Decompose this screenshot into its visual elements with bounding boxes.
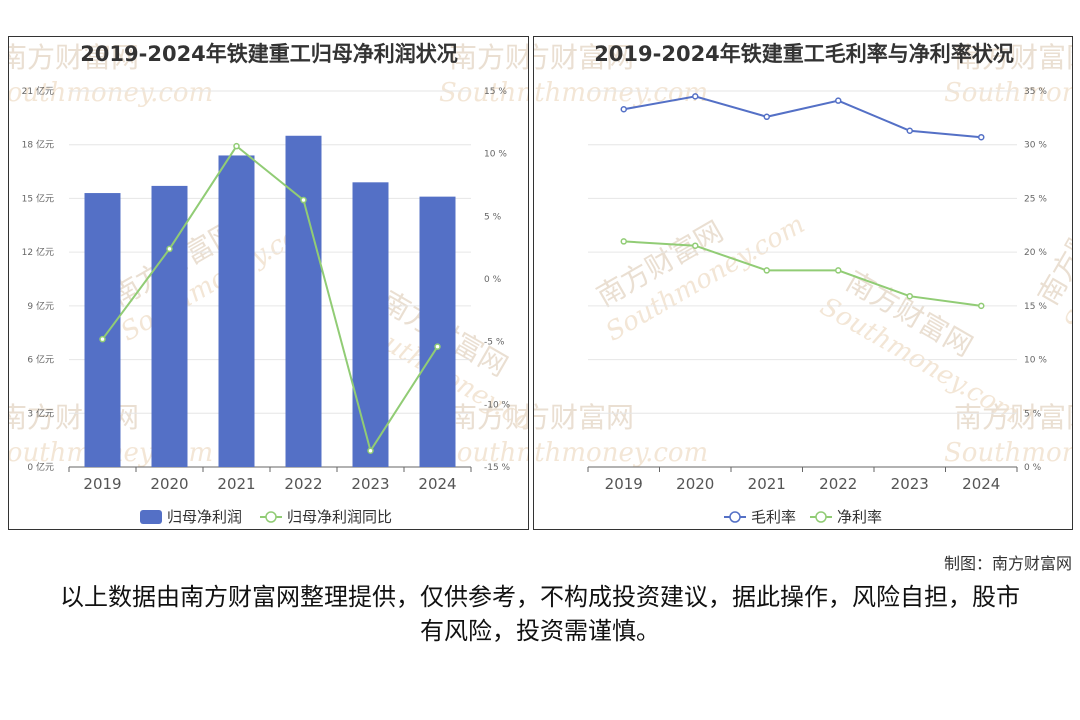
watermark-text: 南方财富网 — [534, 41, 634, 74]
right-axis-tick: 5 % — [1024, 409, 1042, 419]
left-axis-tick: 15 亿元 — [22, 192, 54, 204]
right-chart-panel: 南方财富网 Southmoney.com 南方财富网 Southmoney.com 南方… — [533, 36, 1073, 530]
point-net-margin — [978, 302, 985, 310]
right-axis-tick: 20 % — [1024, 248, 1047, 258]
right-axis-tick: 25 % — [1024, 194, 1047, 204]
right-axis-tick: -5 % — [484, 338, 505, 348]
x-axis-tick: 2021 — [217, 475, 255, 493]
x-axis-tick: 2022 — [819, 475, 857, 493]
chart-title: 2019-2024年铁建重工归母净利润状况 — [80, 42, 458, 66]
left-axis-tick: 12 亿元 — [22, 246, 54, 258]
point-gross-margin — [763, 113, 770, 121]
right-chart-svg: 南方财富网 Southmoney.com 南方财富网 Southmoney.com 南方… — [534, 41, 1073, 526]
watermark-text: Southmoney.com — [439, 78, 529, 108]
right-axis-tick: 15 % — [484, 87, 507, 97]
right-axis-tick: 10 % — [1024, 356, 1047, 366]
bar-net-profit — [352, 182, 389, 468]
right-axis-tick: 0 % — [484, 275, 502, 285]
watermark-text: Southmoney.com — [9, 78, 213, 108]
point-gross-margin — [692, 93, 699, 100]
x-axis-tick: 2020 — [150, 475, 188, 493]
point-gross-margin — [906, 127, 913, 134]
legend-swatch-bar — [140, 510, 162, 524]
point-yoy — [367, 447, 374, 454]
left-axis-tick: 3 亿元 — [27, 407, 54, 419]
right-axis-tick: -15 % — [484, 463, 511, 473]
watermark-text: 南方财富网 — [954, 401, 1073, 434]
point-net-margin — [763, 267, 770, 274]
line-series-net-margin — [623, 240, 982, 307]
right-axis-tick: 5 % — [484, 212, 502, 222]
x-axis-tick: 2024 — [418, 475, 456, 493]
left-chart-svg: 南方财富网 Southmoney.com 南方财富网 Southmoney.com 南方… — [9, 41, 529, 526]
bar-net-profit — [419, 196, 456, 467]
x-axis-tick: 2022 — [284, 475, 322, 493]
bar-net-profit — [218, 155, 255, 467]
x-axis-tick: 2023 — [351, 475, 389, 493]
right-axis-tick: 35 % — [1024, 87, 1047, 97]
x-axis-tick: 2021 — [748, 475, 786, 493]
right-axis-tick: 10 % — [484, 150, 507, 160]
x-axis-tick: 2024 — [962, 475, 1000, 493]
x-axis-tick: 2023 — [891, 475, 929, 493]
point-net-margin — [692, 242, 699, 249]
legend-swatch-marker — [815, 511, 827, 523]
point-yoy — [300, 196, 307, 204]
watermark-text: 南方财富网 — [1031, 173, 1073, 311]
point-yoy — [99, 335, 106, 343]
watermark-text: 南方财富网 — [954, 41, 1073, 74]
chart-title: 2019-2024年铁建重工毛利率与净利率状况 — [594, 42, 1014, 66]
watermark-text: Southmoney.com — [534, 78, 708, 108]
watermark-text: Southmoney.com — [944, 78, 1073, 108]
legend-swatch-marker — [729, 511, 741, 523]
right-axis-tick: 30 % — [1024, 141, 1047, 151]
watermark-text: Southmoney.com — [944, 438, 1073, 468]
line-yoy — [101, 144, 439, 454]
x-axis-tick: 2020 — [676, 475, 714, 493]
point-net-margin — [835, 267, 842, 274]
right-axis-tick: -10 % — [484, 400, 511, 410]
right-axis-tick: 15 % — [1024, 302, 1047, 312]
watermark-text: 南方财富网 — [449, 41, 529, 74]
legend-swatch-marker — [265, 511, 277, 523]
left-axis-tick: 9 亿元 — [27, 300, 54, 312]
watermark-text: 南方财富网 — [9, 41, 139, 74]
left-axis-tick: 0 亿元 — [27, 461, 54, 473]
left-axis-tick: 21 亿元 — [22, 85, 54, 97]
disclaimer-text: 以上数据由南方财富网整理提供，仅供参考，不构成投资建议，据此操作，风险自担，股市… — [60, 583, 1020, 645]
point-net-margin — [620, 238, 627, 245]
watermark-text: Southmoney.com — [534, 438, 708, 468]
point-gross-margin — [620, 106, 627, 113]
point-gross-margin — [978, 133, 985, 141]
point-yoy — [233, 142, 240, 150]
legend-label: 毛利率 — [751, 508, 796, 526]
legend-label: 归母净利润 — [167, 508, 242, 526]
right-axis-tick: 0 % — [1024, 463, 1042, 473]
bar-net-profit — [285, 135, 322, 467]
bar-net-profit — [84, 193, 121, 468]
line-series-gross-margin — [623, 95, 982, 139]
left-chart-panel: 南方财富网 Southmoney.com 南方财富网 Southmoney.com 南方… — [8, 36, 529, 530]
bar-net-profit — [151, 185, 188, 467]
point-yoy — [434, 343, 441, 350]
watermark-text: 南方财富网 — [534, 401, 634, 434]
x-axis-tick: 2019 — [605, 475, 643, 493]
left-axis-tick: 18 亿元 — [22, 139, 54, 151]
chart-credit: 制图：南方财富网 — [943, 554, 1072, 573]
point-net-margin — [906, 292, 913, 300]
x-axis-tick: 2019 — [83, 475, 121, 493]
legend-label: 净利率 — [837, 508, 882, 526]
point-yoy — [166, 245, 173, 253]
watermark-text: 南方财富网 — [449, 401, 529, 434]
left-axis-tick: 6 亿元 — [27, 354, 54, 366]
point-gross-margin — [835, 97, 842, 104]
legend-label: 归母净利润同比 — [287, 508, 392, 526]
